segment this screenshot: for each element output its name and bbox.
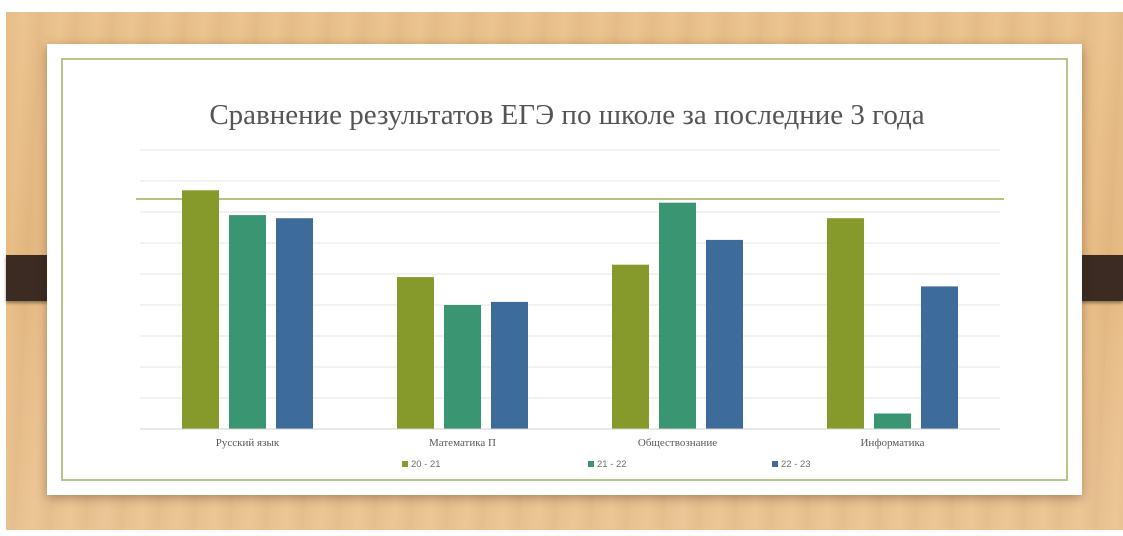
bar-2-2 <box>444 305 481 429</box>
gridlines <box>140 149 1000 399</box>
x-tick-label: Информатика <box>860 437 924 449</box>
bars <box>182 190 958 429</box>
legend-label: 22 - 23 <box>781 459 811 470</box>
legend: 20 - 21 21 - 22 22 - 23 <box>402 459 811 470</box>
bar-4-1 <box>827 218 864 429</box>
x-tick-label: Русский язык <box>216 437 280 449</box>
x-tick-label: Обществознание <box>638 437 717 449</box>
slide-card-border <box>61 58 1068 481</box>
legend-label: 21 - 22 <box>597 459 627 470</box>
bar-1-3 <box>276 218 313 429</box>
bar-4-3 <box>921 286 958 429</box>
legend-swatch <box>588 461 594 467</box>
bar-2-3 <box>491 301 528 429</box>
legend-label: 20 - 21 <box>411 459 441 470</box>
legend-swatch <box>402 461 408 467</box>
bar-1-1 <box>182 190 219 429</box>
legend-swatch <box>772 461 778 467</box>
bar-2-1 <box>397 277 434 429</box>
bar-3-3 <box>706 239 743 429</box>
bar-1-2 <box>229 215 266 429</box>
x-tick-label: Математика П <box>429 437 496 449</box>
chart-title: Сравнение результатов ЕГЭ по школе за по… <box>209 99 924 131</box>
bar-4-2 <box>874 413 911 429</box>
bar-3-2 <box>659 202 696 429</box>
x-axis: Русский язык Математика П Обществознание Ин… <box>140 428 1000 449</box>
bar-3-1 <box>612 264 649 429</box>
